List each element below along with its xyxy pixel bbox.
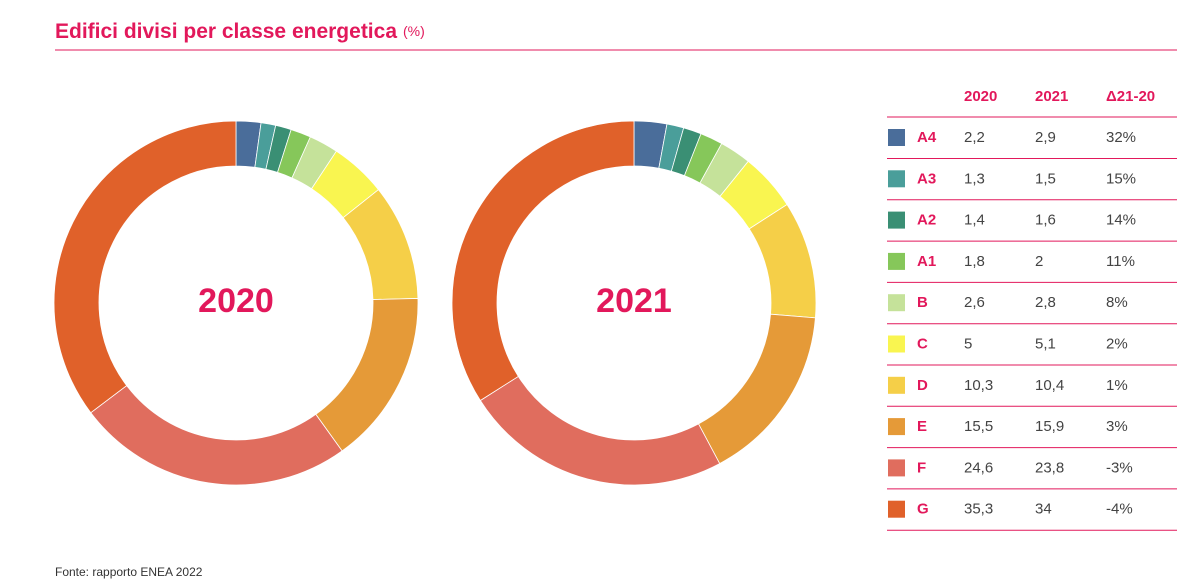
table-header: 2020 [964, 88, 997, 105]
cell: 11% [1106, 253, 1135, 270]
donut-slice [315, 298, 419, 452]
cell: 5 [964, 335, 972, 352]
cell: 32% [1106, 129, 1136, 146]
unit: (%) [403, 23, 425, 39]
donut-center-label: 2020 [198, 282, 274, 320]
cell: 3% [1106, 418, 1128, 435]
cell: 35,3 [964, 501, 993, 518]
cell: 2,9 [1035, 129, 1056, 146]
title-text: Edifici divisi per classe energetica [55, 20, 397, 43]
legend-swatch [888, 418, 905, 436]
row-label: F [917, 459, 926, 476]
cell: -3% [1106, 459, 1133, 476]
cell: 2% [1106, 335, 1128, 352]
row-label: A1 [917, 253, 936, 270]
cell: 15,9 [1035, 418, 1064, 435]
cell: 1,3 [964, 170, 985, 187]
cell: 1,4 [964, 212, 985, 229]
cell: 8% [1106, 294, 1128, 311]
table-header: 2021 [1035, 88, 1068, 105]
source: Fonte: rapporto ENEA 2022 [55, 565, 203, 579]
legend-swatch [888, 294, 905, 312]
legend-swatch [888, 129, 905, 146]
donut-slice [90, 385, 343, 486]
row-label: A2 [917, 212, 936, 229]
cell: 2 [1035, 253, 1043, 270]
cell: 1,6 [1035, 212, 1056, 229]
cell: 5,1 [1035, 335, 1056, 352]
legend-swatch [888, 500, 905, 518]
cell: 2,2 [964, 129, 985, 146]
cell: 10,3 [964, 377, 993, 394]
cell: 34 [1035, 501, 1052, 518]
row-label: B [917, 294, 928, 311]
row-label: D [917, 377, 928, 394]
cell: 1,8 [964, 253, 985, 270]
legend-swatch [888, 252, 905, 270]
cell: 2,6 [964, 294, 985, 311]
row-label: A4 [917, 129, 937, 146]
legend-swatch [888, 211, 905, 229]
row-label: C [917, 335, 928, 352]
legend-swatch [888, 170, 905, 188]
cell: -4% [1106, 501, 1133, 518]
donut-center-label: 2021 [596, 282, 672, 320]
donut-slice [451, 120, 635, 402]
row-label: E [917, 418, 927, 435]
cell: 1,5 [1035, 170, 1056, 187]
legend-swatch [888, 376, 905, 394]
cell: 15% [1106, 170, 1136, 187]
cell: 15,5 [964, 418, 993, 435]
cell: 10,4 [1035, 377, 1064, 394]
row-label: A3 [917, 170, 936, 187]
cell: 14% [1106, 212, 1136, 229]
cell: 24,6 [964, 459, 993, 476]
cell: 1% [1106, 377, 1128, 394]
donut-slice [697, 313, 816, 465]
table-header: Δ21-20 [1106, 88, 1155, 105]
row-label: G [917, 501, 929, 518]
donut-slice [479, 375, 721, 486]
legend-swatch [888, 335, 905, 353]
legend-swatch [888, 459, 905, 477]
chart-title: Edifici divisi per classe energetica (%) [55, 20, 425, 43]
cell: 23,8 [1035, 459, 1064, 476]
donut-slice [53, 120, 237, 414]
cell: 2,8 [1035, 294, 1056, 311]
